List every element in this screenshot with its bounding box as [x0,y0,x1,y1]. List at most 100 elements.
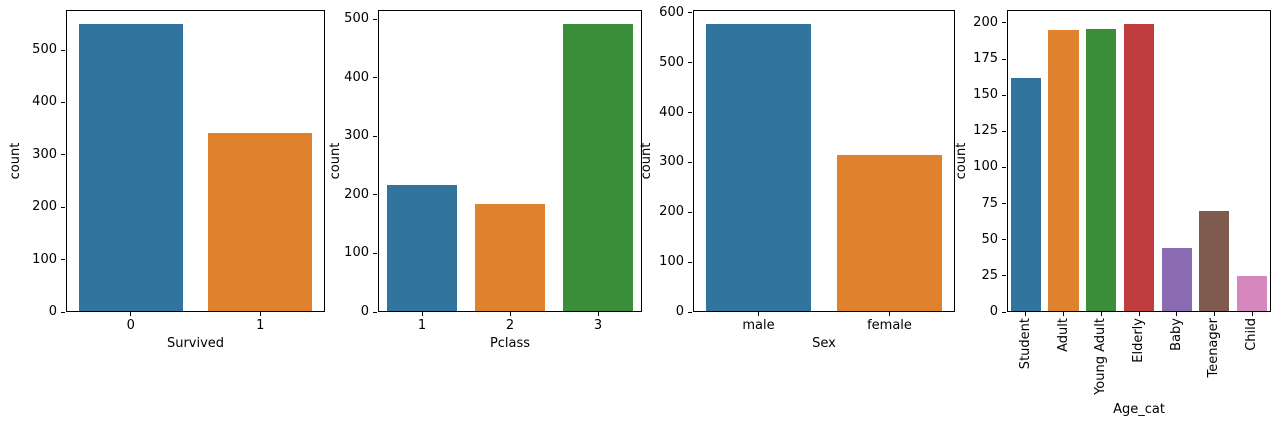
bar-male [706,24,811,312]
y-tick-label: 125 [973,123,998,139]
y-axis-label: count [954,142,969,180]
y-tick-mark [688,261,692,263]
y-tick-mark [373,194,377,196]
x-axis-label: Survived [166,336,225,351]
x-tick-mark [259,312,261,316]
y-tick-mark [61,49,65,51]
y-tick-mark [61,206,65,208]
y-tick-label: 400 [32,94,57,110]
x-axis-label: Sex [812,336,836,351]
y-tick-label: 100 [659,254,684,270]
y-tick-label: 400 [659,104,684,120]
x-tick-label: 1 [417,318,427,333]
y-tick-label: 0 [989,304,998,319]
y-tick-mark [1002,311,1006,313]
y-tick-label: 200 [32,199,57,215]
y-tick-mark [61,101,65,103]
y-tick-mark [1002,275,1006,277]
y-tick-mark [373,135,377,137]
y-tick-mark [688,311,692,313]
x-tick-label: Teenager [1206,318,1222,378]
y-tick-mark [61,311,65,313]
bar-female [837,155,942,312]
x-tick-mark [1176,312,1178,316]
x-tick-label: Young Adult [1093,318,1109,395]
x-tick-mark [1100,312,1102,316]
x-tick-label: Student [1017,318,1033,370]
bar-2 [474,204,546,312]
y-tick-mark [688,161,692,163]
y-tick-label: 500 [659,54,684,70]
y-tick-mark [1002,203,1006,205]
x-tick-mark [1251,312,1253,316]
bar-3 [562,24,634,312]
y-tick-mark [1002,239,1006,241]
y-tick-label: 600 [659,4,684,20]
x-tick-mark [597,312,599,316]
x-tick-label: 3 [593,318,603,333]
y-tick-label: 300 [344,128,369,144]
y-tick-label: 500 [32,42,57,58]
bar-child [1237,275,1268,312]
y-tick-label: 25 [981,267,998,283]
x-tick-mark [509,312,511,316]
y-tick-label: 150 [973,87,998,103]
y-tick-mark [688,112,692,114]
x-tick-label: 1 [256,318,265,333]
y-tick-mark [61,154,65,156]
y-tick-label: 0 [675,304,684,319]
y-tick-mark [1002,58,1006,60]
y-tick-mark [1002,94,1006,96]
y-tick-mark [61,259,65,261]
plot-area [1007,10,1271,312]
x-tick-label: 0 [126,318,135,333]
y-tick-mark [1002,22,1006,24]
y-tick-label: 300 [32,146,57,162]
bar-0 [78,24,183,312]
y-tick-mark [688,62,692,64]
x-tick-mark [130,312,132,316]
x-tick-mark [421,312,423,316]
x-tick-mark [758,312,759,316]
y-tick-label: 200 [659,204,684,220]
y-tick-mark [373,18,377,20]
x-tick-mark [1138,312,1140,316]
y-tick-label: 100 [32,251,57,267]
bar-elderly [1123,24,1155,312]
y-tick-label: 100 [344,245,369,261]
x-tick-mark [1213,312,1215,316]
x-tick-label: Adult [1055,318,1071,352]
plot-area [66,10,325,312]
y-tick-label: 175 [973,51,998,67]
plot-area [693,10,955,312]
bar-1 [386,185,458,312]
x-axis-label: Age_cat [1113,402,1165,417]
y-tick-label: 100 [973,159,998,175]
x-tick-label: female [867,318,912,333]
x-tick-mark [1025,312,1027,316]
y-tick-mark [688,12,692,14]
x-tick-label: Baby [1168,318,1184,351]
bar-student [1010,77,1041,312]
y-tick-label: 500 [344,11,369,27]
y-tick-label: 50 [981,231,998,247]
x-tick-label: male [742,318,775,333]
y-tick-label: 75 [981,195,998,211]
x-tick-mark [889,312,890,316]
x-tick-label: Elderly [1131,318,1146,363]
bar-baby [1161,248,1192,312]
y-tick-label: 400 [344,69,369,85]
y-tick-label: 0 [48,304,57,319]
bar-young-adult [1086,28,1117,312]
bar-teenager [1199,210,1230,312]
bar-1 [208,132,313,312]
plot-area [378,10,642,312]
x-axis-label: Pclass [489,336,531,351]
y-tick-label: 0 [360,304,369,319]
y-tick-mark [373,252,377,254]
y-tick-label: 200 [973,14,998,30]
